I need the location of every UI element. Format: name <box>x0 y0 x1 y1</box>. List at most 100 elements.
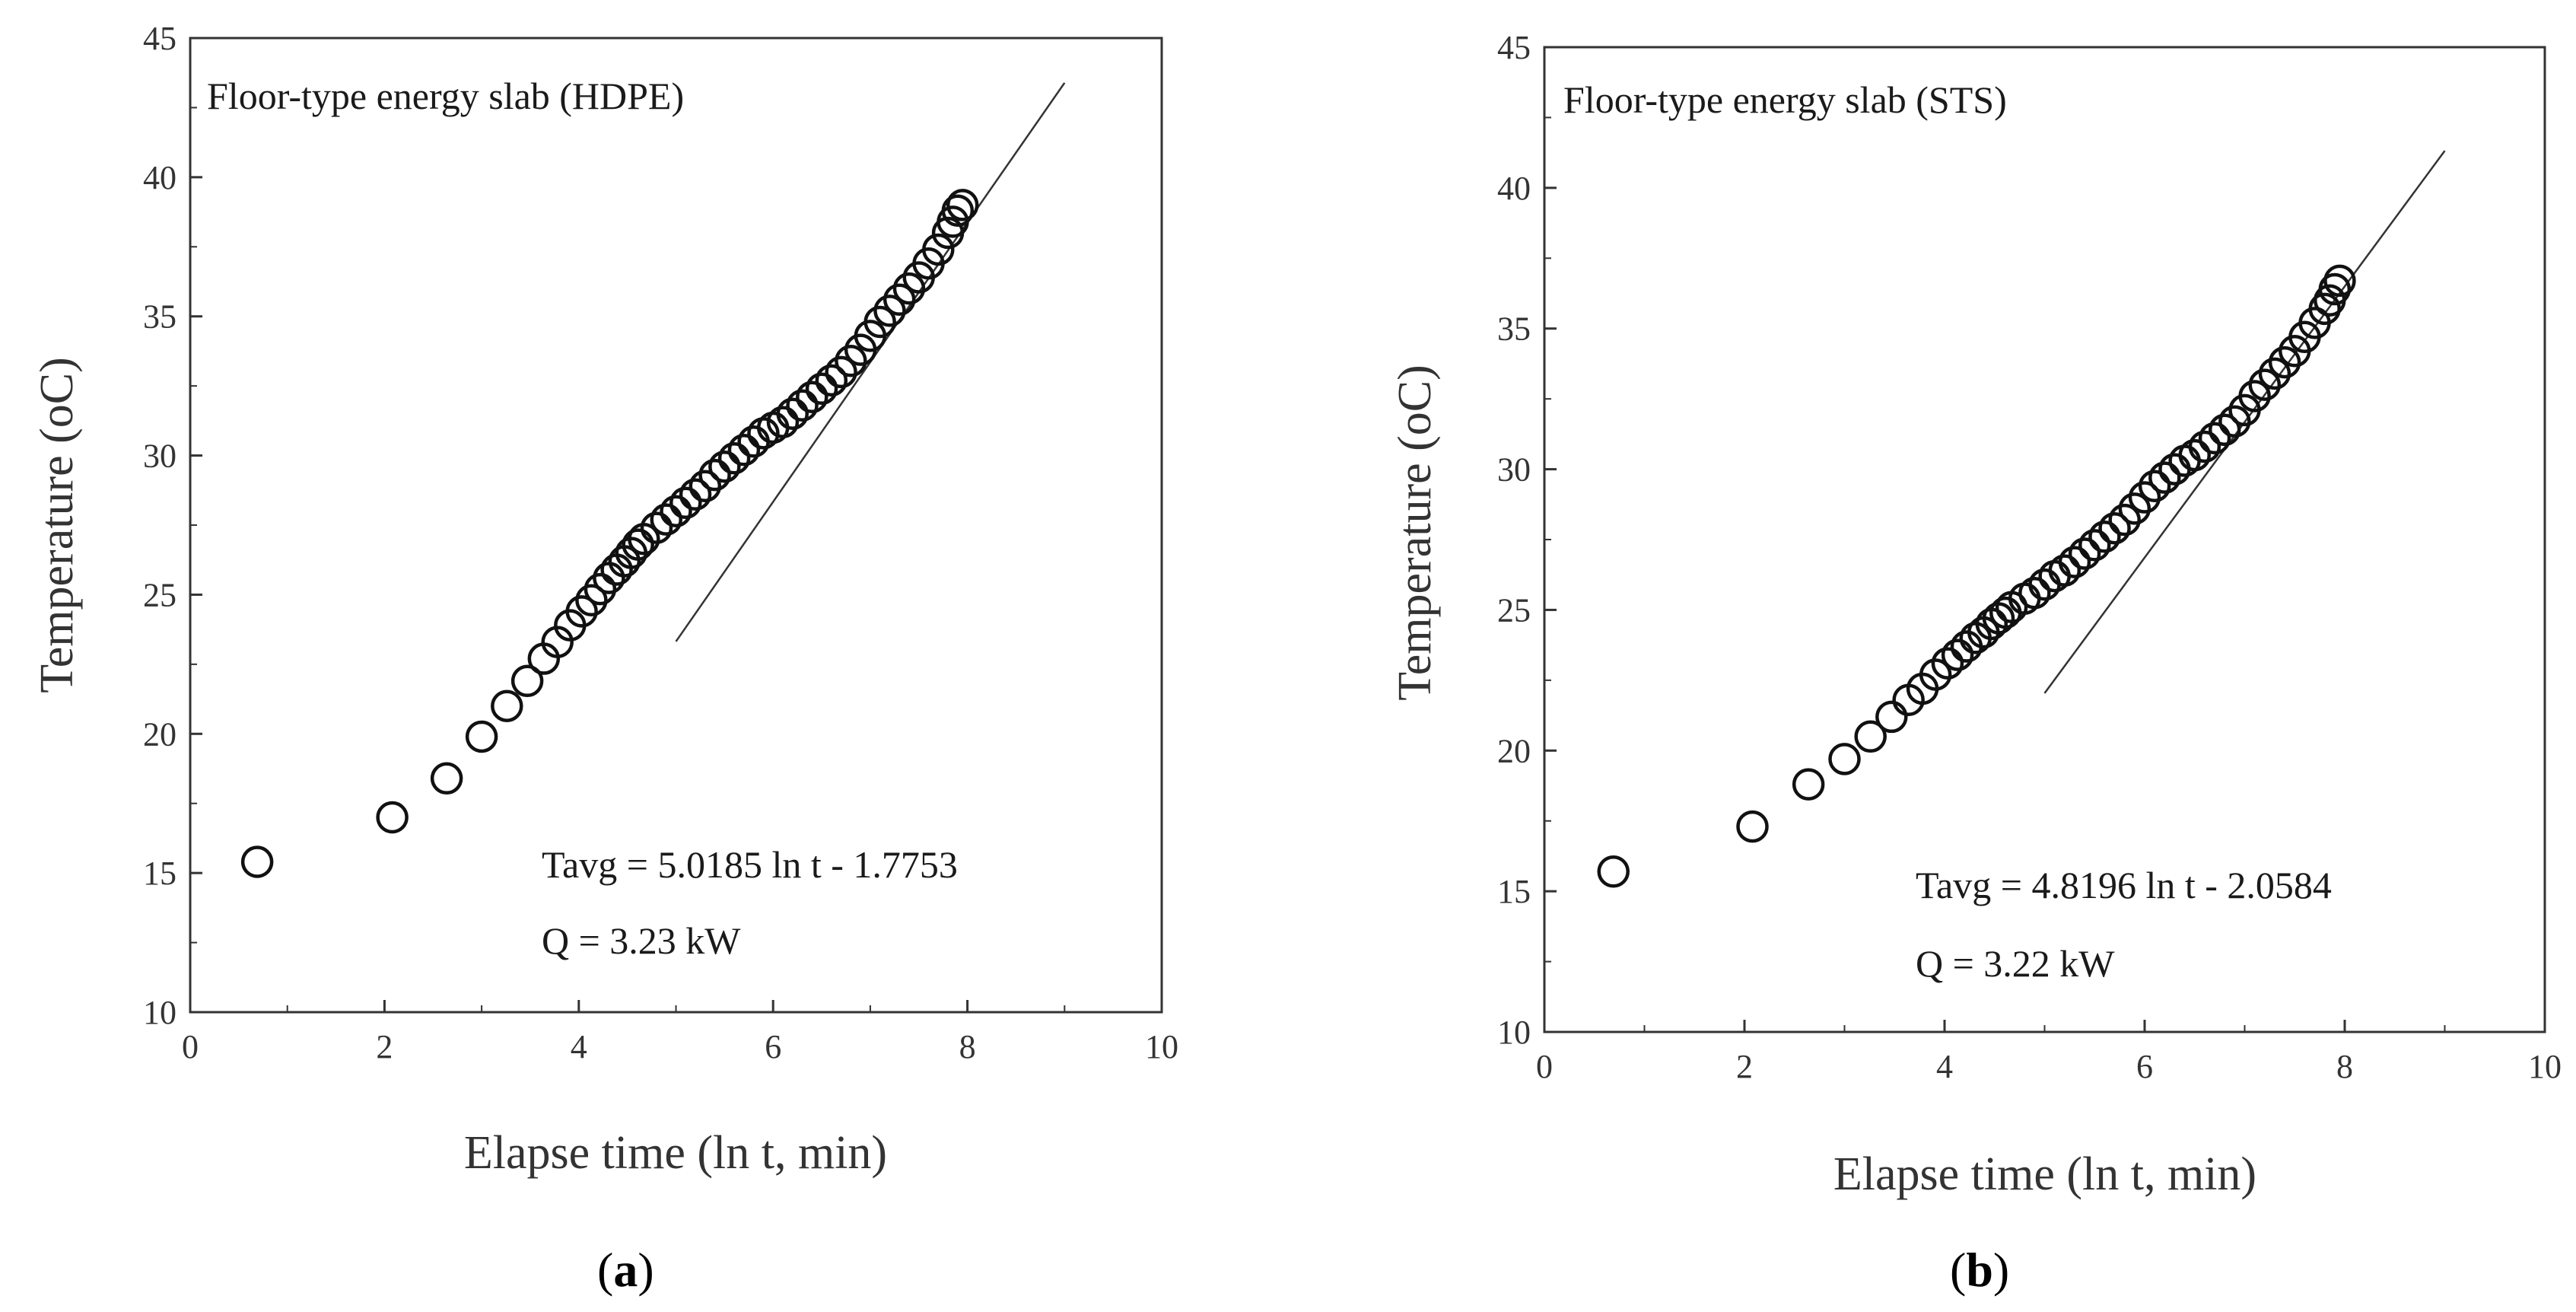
data-point <box>873 295 906 327</box>
data-point <box>575 584 608 616</box>
data-point <box>689 470 722 503</box>
data-point <box>660 495 692 527</box>
y-tick-label: 35 <box>143 298 177 336</box>
data-point <box>2208 413 2241 447</box>
data-point <box>1792 768 1825 801</box>
data-point <box>796 381 828 414</box>
data-point <box>679 478 712 511</box>
x-tick-label: 2 <box>376 1028 393 1065</box>
data-point <box>946 189 979 221</box>
data-points <box>1597 264 2356 888</box>
panel-caption: (b) <box>1950 1243 2009 1297</box>
data-point <box>727 434 761 467</box>
data-point <box>640 511 673 544</box>
data-point <box>2048 554 2081 587</box>
data-point <box>941 194 975 227</box>
data-point <box>2018 576 2051 610</box>
y-tick-label: 40 <box>1497 170 1531 207</box>
x-tick-label: 2 <box>1736 1048 1753 1085</box>
data-point <box>2078 529 2111 562</box>
data-point <box>376 801 409 834</box>
data-point <box>2148 461 2181 494</box>
data-point <box>1736 810 1769 843</box>
chart-panel-b: 10 15 20 25 30 35 40 45 0 2 4 6 8 10 Floor-type ener… <box>1389 29 2562 1297</box>
y-tick-label: 40 <box>143 159 177 196</box>
x-tick-label: 8 <box>959 1028 976 1065</box>
data-point <box>2238 380 2271 412</box>
data-point <box>465 720 498 753</box>
data-point <box>805 372 838 406</box>
data-point <box>2088 521 2121 553</box>
data-point <box>883 283 916 317</box>
data-point <box>825 355 857 389</box>
data-point <box>863 305 896 339</box>
x-axis-title: Elapse time (ln t, min) <box>1833 1148 2256 1200</box>
data-point <box>430 762 463 795</box>
y-tick-label: 45 <box>143 20 177 57</box>
data-point <box>2188 430 2221 463</box>
data-point <box>2268 346 2301 379</box>
x-tick-label: 6 <box>2136 1048 2153 1085</box>
data-point <box>622 528 654 561</box>
y-tick-label: 15 <box>143 855 177 892</box>
y-axis-title: Temperature (oC) <box>31 357 83 693</box>
x-tick-label: 10 <box>2528 1048 2562 1085</box>
data-point <box>922 233 955 266</box>
data-points <box>240 189 979 878</box>
fit-equation: Tavg = 5.0185 ln t - 1.7753 <box>542 843 958 886</box>
data-point <box>669 486 702 519</box>
chart-title: Floor-type energy slab (STS) <box>1563 78 2007 121</box>
data-point <box>584 572 617 606</box>
data-point <box>2058 546 2091 578</box>
x-tick-label: 6 <box>765 1028 781 1065</box>
data-point <box>1875 700 1908 734</box>
data-point <box>2218 405 2251 438</box>
y-tick-label: 15 <box>1497 873 1531 910</box>
panel-caption-letter: a <box>613 1243 638 1297</box>
y-tick-label: 10 <box>143 994 177 1031</box>
data-point <box>491 689 523 722</box>
y-axis-title: Temperature (oC) <box>1389 365 1441 701</box>
data-point <box>766 406 800 438</box>
data-point <box>2178 438 2211 472</box>
data-point <box>2128 481 2161 514</box>
chart-title: Floor-type energy slab (HDPE) <box>207 75 684 117</box>
data-point <box>776 397 809 430</box>
y-tick-label: 10 <box>1497 1014 1531 1051</box>
y-axis-ticks: 10 15 20 25 30 35 40 45 <box>143 20 202 1031</box>
y-tick-label: 30 <box>1497 451 1531 489</box>
fit-equation: Tavg = 4.8196 ln t - 2.0584 <box>1916 864 2332 906</box>
data-point <box>2308 292 2341 326</box>
chart-panel-a: 10 15 20 25 30 35 40 45 0 2 4 6 8 10 Floor-type ener… <box>31 20 1178 1297</box>
x-tick-label: 0 <box>182 1028 199 1065</box>
data-point <box>240 845 274 878</box>
data-point <box>2108 503 2141 537</box>
data-point <box>2138 470 2171 503</box>
data-point <box>2198 422 2231 455</box>
data-point <box>786 389 819 422</box>
data-point <box>1941 638 1974 671</box>
y-tick-label: 25 <box>143 576 177 613</box>
y-tick-label: 45 <box>1497 29 1531 66</box>
data-point <box>1931 647 1964 680</box>
data-point <box>1854 720 1887 753</box>
data-point <box>2118 492 2151 525</box>
x-tick-label: 10 <box>1145 1028 1178 1065</box>
data-point <box>835 344 867 377</box>
data-point <box>1597 855 1630 888</box>
data-point <box>717 441 751 475</box>
data-point <box>698 458 731 492</box>
data-point <box>1919 658 1952 691</box>
x-axis-title: Elapse time (ln t, min) <box>464 1127 887 1179</box>
data-point <box>815 364 848 397</box>
x-tick-label: 4 <box>1936 1048 1953 1085</box>
heat-rate-label: Q = 3.23 kW <box>542 919 741 962</box>
data-point <box>2258 357 2291 390</box>
y-tick-label: 20 <box>1497 732 1531 769</box>
data-point <box>2098 511 2131 545</box>
data-point <box>1828 743 1861 775</box>
data-point <box>892 272 926 305</box>
x-tick-label: 4 <box>571 1028 587 1065</box>
data-point <box>2323 264 2356 298</box>
